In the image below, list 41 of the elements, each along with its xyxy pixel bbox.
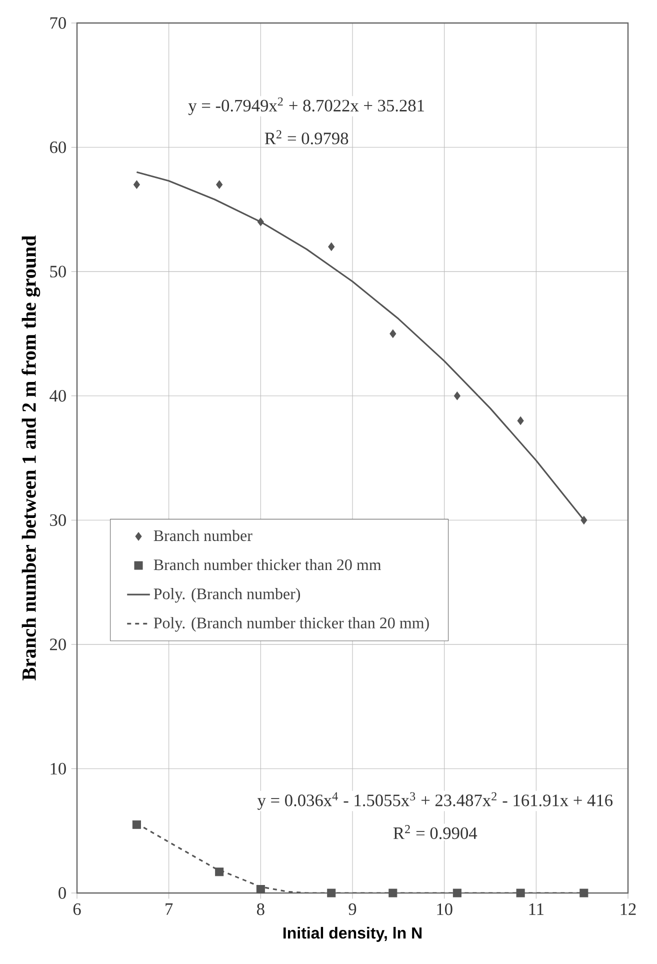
legend-label: Branch number thicker than 20 mm [154, 558, 382, 570]
y-axis-title: Branch number between 1 and 2 m from the ground [22, 236, 40, 680]
point [452, 888, 462, 898]
x-tick-label: 12 [620, 903, 636, 915]
y-tick-label: 10 [50, 762, 66, 775]
y-tick-label: 70 [50, 17, 66, 29]
point [132, 820, 141, 829]
legend-label: Poly. (Branch number thicker than 20 mm) [154, 617, 429, 632]
x-tick-label: 7 [166, 903, 173, 915]
legend-label: Poly. (Branch number) [154, 588, 300, 603]
point [133, 180, 140, 189]
x-tick-label: 6 [73, 903, 81, 916]
y-tick-label: 60 [50, 141, 66, 154]
point [257, 218, 264, 226]
annotation: y = 0.036x$^{4}$ - 1.5055x$^{3}$ + 23.487x$^{2}$ - 161.91x + 416 [257, 792, 612, 810]
point [328, 242, 335, 251]
x-tick-label: 11 [529, 903, 544, 915]
y-tick-label: 40 [50, 390, 66, 402]
y-tick-label: 20 [50, 638, 66, 650]
point [327, 888, 336, 898]
y-tick-label: 50 [50, 266, 66, 278]
x-tick-label: 10 [437, 903, 452, 916]
legend-label: Branch number [154, 530, 252, 542]
y-tick-label: 30 [50, 514, 66, 526]
point [216, 180, 223, 189]
annotation: y = -0.7949x$^{2}$ + 8.7022x + 35.281 [188, 97, 424, 116]
point [580, 516, 588, 524]
point [454, 392, 460, 400]
point [517, 416, 524, 425]
y-tick-label: 0 [58, 887, 66, 899]
annotation: R$^{2}$ = 0.9798 [264, 130, 348, 144]
x-axis-title: Initial density, ln N [283, 926, 422, 942]
annotation: R$^{2}$ = 0.9904 [393, 825, 478, 840]
point [390, 329, 396, 338]
x-tick-label: 9 [348, 903, 356, 916]
point [388, 888, 398, 898]
point [215, 868, 224, 876]
point [580, 888, 588, 898]
point [516, 888, 525, 898]
point [256, 885, 265, 894]
x-tick-label: 8 [257, 903, 264, 916]
